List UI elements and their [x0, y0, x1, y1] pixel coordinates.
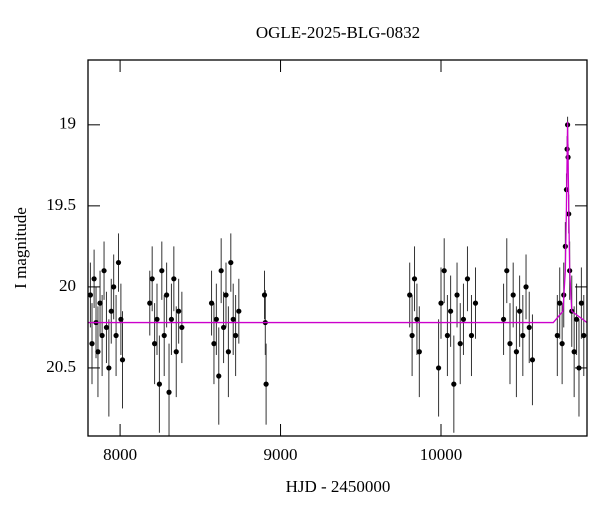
data-point	[411, 276, 418, 282]
data-point	[216, 373, 222, 379]
plot-area	[88, 116, 587, 436]
data-point	[171, 276, 177, 282]
data-point	[457, 341, 463, 347]
data-point	[225, 349, 231, 355]
data-point	[581, 332, 587, 339]
data-point	[529, 357, 536, 363]
data-point	[513, 349, 520, 355]
data-point	[526, 324, 532, 331]
x-tick-label: 9000	[264, 445, 298, 464]
data-point	[454, 292, 460, 298]
data-point	[103, 324, 110, 331]
data-point	[414, 316, 420, 322]
data-point	[97, 300, 103, 306]
data-point	[91, 276, 97, 282]
data-point	[99, 332, 105, 339]
data-point	[438, 300, 444, 306]
model-line	[88, 121, 587, 324]
data-point	[166, 389, 172, 395]
data-point	[149, 276, 155, 282]
data-point	[220, 324, 227, 331]
y-tick-label: 19.5	[46, 195, 76, 214]
x-axis-label: HJD - 2450000	[286, 477, 391, 496]
data-point	[554, 332, 560, 339]
data-point	[520, 332, 526, 339]
data-point	[468, 332, 475, 339]
data-point	[500, 316, 507, 322]
y-axis-label: I magnitude	[11, 207, 30, 289]
data-point	[208, 300, 215, 306]
data-point	[179, 324, 185, 331]
x-tick-label: 8000	[103, 445, 137, 464]
data-point	[573, 316, 580, 322]
data-point	[263, 381, 269, 387]
data-point	[409, 332, 415, 339]
data-point	[464, 276, 471, 282]
data-point	[164, 292, 170, 298]
data-point	[472, 300, 479, 306]
data-point	[161, 332, 167, 339]
data-point	[108, 308, 114, 314]
data-point	[118, 316, 124, 322]
plot-frame	[87, 59, 588, 437]
data-point	[88, 292, 94, 298]
data-point	[451, 381, 457, 387]
data-point	[504, 268, 510, 274]
data-point	[441, 268, 447, 274]
data-point	[435, 365, 442, 371]
x-tick-label: 10000	[420, 445, 463, 464]
chart-title: OGLE-2025-BLG-0832	[256, 23, 420, 42]
data-point	[578, 300, 584, 306]
data-point	[416, 349, 422, 355]
data-point	[571, 349, 577, 355]
data-point	[113, 332, 119, 339]
data-point	[448, 308, 454, 314]
data-point	[151, 341, 158, 347]
data-point	[444, 332, 451, 339]
data-point	[89, 341, 95, 347]
data-point	[115, 259, 122, 266]
data-point	[233, 332, 239, 339]
data-point	[176, 308, 182, 314]
data-point	[159, 268, 165, 274]
data-point	[236, 308, 242, 314]
data-point	[223, 292, 229, 298]
data-point	[218, 268, 224, 274]
data-point	[557, 300, 563, 306]
y-tick-label: 20.5	[46, 357, 76, 376]
data-point	[101, 268, 107, 274]
data-point	[261, 292, 268, 298]
data-point	[407, 292, 413, 298]
data-point	[523, 284, 529, 290]
data-point	[154, 316, 160, 322]
data-point	[230, 316, 236, 322]
y-tick-label: 20	[59, 276, 76, 295]
y-tick-label: 19	[59, 114, 76, 133]
data-point	[168, 316, 175, 322]
data-point	[95, 349, 101, 355]
data-point	[106, 365, 112, 371]
data-point	[460, 316, 467, 322]
data-point	[517, 308, 523, 314]
data-point	[559, 341, 565, 347]
data-point	[147, 300, 153, 306]
data-point	[211, 341, 217, 347]
data-point	[228, 259, 234, 266]
data-point	[111, 284, 117, 290]
data-point	[507, 341, 513, 347]
data-point	[173, 349, 179, 355]
data-point	[156, 381, 163, 387]
data-point	[213, 316, 219, 322]
data-point	[510, 292, 516, 298]
data-point	[119, 357, 126, 363]
